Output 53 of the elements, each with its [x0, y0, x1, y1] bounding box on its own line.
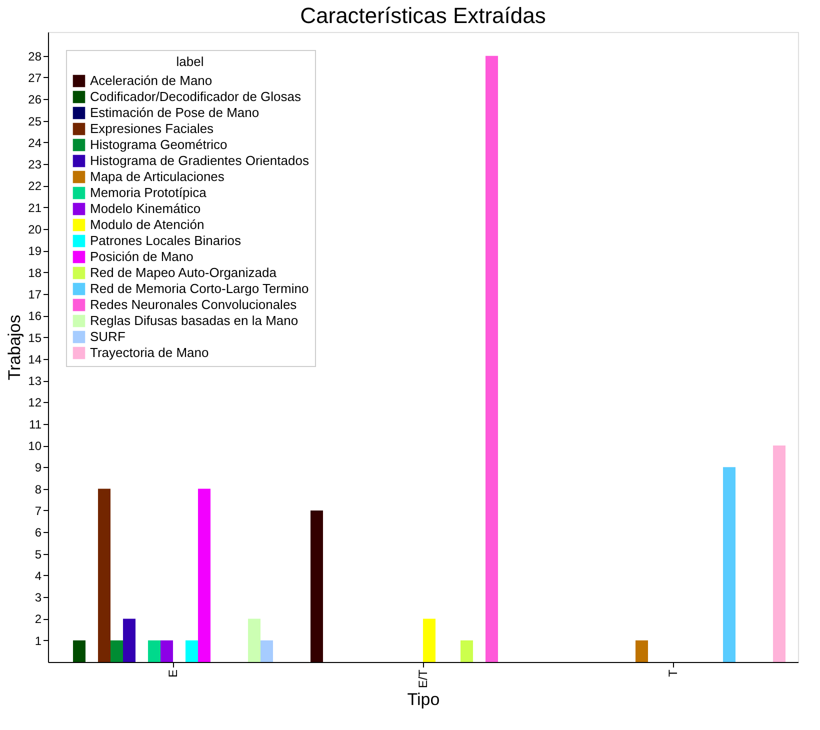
y-tick-label: 6 — [34, 526, 42, 540]
legend-label: Trayectoria de Mano — [90, 345, 209, 360]
y-tick-label: 19 — [28, 244, 42, 258]
y-tick-label: 22 — [28, 179, 42, 194]
legend-label: Posición de Mano — [90, 249, 194, 264]
legend-label: Estimación de Pose de Mano — [90, 105, 260, 120]
legend-label: Patrones Locales Binarios — [90, 233, 242, 248]
chart-title: Características Extraídas — [300, 3, 546, 28]
y-axis-title: Trabajos — [5, 314, 24, 380]
legend-label: Redes Neuronales Convolucionales — [90, 297, 298, 312]
y-tick-label: 28 — [28, 49, 42, 64]
x-tick-label: E/T — [416, 668, 430, 688]
legend-label: Reglas Difusas basadas en la Mano — [90, 313, 298, 328]
y-tick-label: 23 — [28, 158, 42, 172]
y-tick-label: 4 — [34, 568, 42, 583]
x-tick-label: T — [666, 668, 680, 677]
y-tick-label: 21 — [28, 200, 42, 215]
y-tick-label: 7 — [34, 504, 42, 518]
y-tick-label: 17 — [28, 287, 42, 302]
legend-label: Modelo Kinemático — [90, 201, 201, 216]
y-tick-label: 9 — [34, 460, 42, 475]
y-tick-label: 10 — [28, 439, 42, 454]
x-axis-title: Tipo — [407, 690, 440, 710]
legend-label: Aceleración de Mano — [90, 73, 212, 88]
y-tick-label: 14 — [28, 352, 42, 366]
y-tick-label: 3 — [34, 590, 42, 605]
y-tick-label: 5 — [34, 547, 42, 562]
x-tick-label: E — [166, 670, 180, 678]
y-tick-label: 24 — [28, 136, 42, 150]
y-tick-label: 16 — [28, 309, 42, 324]
legend-label: Modulo de Atención — [90, 217, 204, 232]
legend-label: Expresiones Faciales — [90, 121, 214, 136]
legend-label: Mapa de Articulaciones — [90, 169, 225, 184]
legend-label: SURF — [90, 329, 126, 344]
legend-label: Memoria Prototípica — [90, 185, 208, 200]
y-tick-label: 27 — [28, 70, 42, 85]
y-tick-label: 15 — [28, 330, 42, 345]
y-tick-label: 25 — [28, 114, 42, 128]
y-tick-label: 2 — [34, 612, 42, 626]
legend-label: Histograma Geométrico — [90, 137, 228, 152]
legend-title: label — [176, 54, 204, 69]
legend-label: Red de Mapeo Auto-Organizada — [90, 265, 278, 280]
y-tick-label: 26 — [28, 92, 42, 107]
legend-label: Red de Memoria Corto-Largo Termino — [90, 281, 309, 296]
legend-label: Codificador/Decodificador de Glosas — [90, 89, 302, 104]
legend-label: Histograma de Gradientes Orientados — [90, 153, 310, 168]
y-tick-label: 18 — [28, 266, 42, 280]
y-tick-label: 20 — [28, 222, 42, 237]
y-tick-label: 11 — [29, 417, 42, 432]
y-tick-label: 1 — [34, 634, 42, 648]
y-tick-label: 12 — [28, 396, 42, 410]
y-tick-label: 8 — [34, 482, 42, 496]
y-tick-label: 13 — [28, 374, 42, 388]
